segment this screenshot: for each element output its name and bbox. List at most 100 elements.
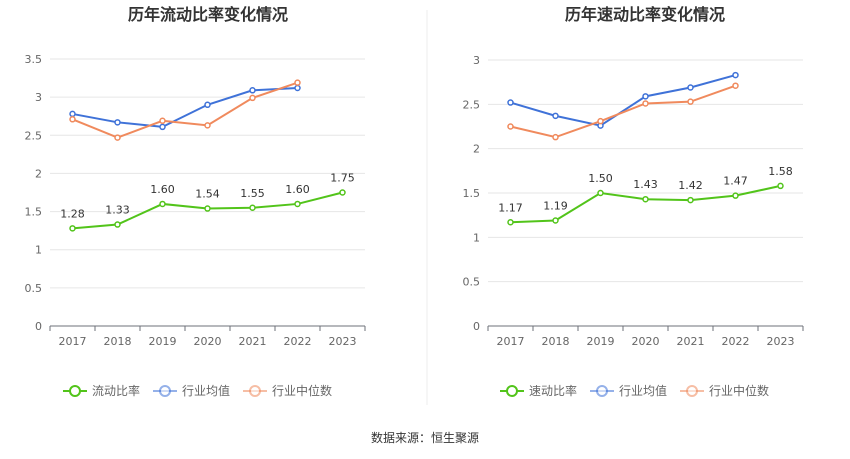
legend-label: 行业均值 — [182, 383, 230, 398]
data-point-main[interactable] — [204, 205, 211, 212]
x-tick-label: 2017 — [59, 335, 87, 348]
data-label: 1.50 — [588, 172, 613, 185]
quick-ratio-chart: 历年速动比率变化情况 0 0.5 1 1.5 2 2.5 3 2017 2018 2019 2020 2… — [463, 5, 804, 398]
legend-label: 速动比率 — [529, 383, 577, 398]
y-tick-label: 0 — [473, 320, 480, 333]
data-point-industry-median[interactable] — [114, 134, 121, 141]
data-point-industry-average[interactable] — [159, 123, 166, 131]
data-point-main[interactable] — [114, 221, 121, 228]
legend-item-main[interactable]: 流动比率 — [63, 383, 140, 398]
y-tick-label: 2.5 — [25, 129, 43, 142]
data-point-industry-median[interactable] — [597, 117, 604, 125]
y-tick-label: 1 — [473, 231, 480, 244]
legend-label: 流动比率 — [92, 383, 140, 398]
x-tick-label: 2021 — [239, 335, 267, 348]
y-tick-label: 0.5 — [25, 282, 43, 295]
y-tick-label: 0 — [35, 320, 42, 333]
x-tick-label: 2020 — [632, 335, 660, 348]
data-point-industry-average[interactable] — [732, 71, 739, 79]
data-point-industry-average[interactable] — [69, 110, 76, 118]
legend-marker-icon — [686, 385, 698, 397]
data-point-industry-average[interactable] — [249, 87, 256, 94]
x-tick-label: 2023 — [767, 335, 795, 348]
y-tick-label: 3 — [35, 91, 42, 104]
data-point-industry-median[interactable] — [69, 116, 76, 123]
data-label: 1.60 — [285, 183, 310, 196]
data-label: 1.47 — [723, 175, 748, 188]
legend-item-industry-median[interactable]: 行业中位数 — [680, 383, 769, 398]
current-ratio-chart: 历年流动比率变化情况 0 0.5 1 1.5 2 2.5 3 3.5 2017 2018 2019 20… — [25, 5, 366, 398]
legend-label: 行业中位数 — [272, 383, 332, 398]
legend-item-industry-median[interactable]: 行业中位数 — [243, 383, 332, 398]
data-point-main[interactable] — [777, 182, 784, 190]
data-point-main[interactable] — [507, 219, 514, 226]
x-tick-label: 2019 — [149, 335, 177, 348]
data-point-main[interactable] — [642, 195, 649, 203]
data-label: 1.54 — [195, 188, 220, 201]
legend-marker-icon — [69, 385, 81, 397]
data-point-industry-average[interactable] — [642, 93, 649, 100]
data-point-main[interactable] — [552, 217, 559, 224]
data-label: 1.42 — [678, 179, 703, 192]
y-tick-label: 2 — [473, 143, 480, 156]
data-label: 1.60 — [150, 183, 175, 196]
data-point-main[interactable] — [294, 200, 301, 208]
data-point-industry-average[interactable] — [507, 99, 514, 106]
data-label: 1.58 — [768, 165, 793, 178]
data-label: 1.75 — [330, 172, 355, 185]
y-tick-label: 0.5 — [463, 276, 481, 289]
data-point-industry-median[interactable] — [249, 94, 256, 102]
y-tick-label: 3.5 — [25, 53, 43, 66]
data-point-industry-median[interactable] — [294, 79, 301, 86]
data-point-industry-average[interactable] — [687, 84, 694, 91]
legend-item-industry-average[interactable]: 行业均值 — [153, 383, 230, 398]
y-tick-label: 1.5 — [25, 206, 43, 219]
data-point-main[interactable] — [597, 189, 604, 197]
data-label: 1.33 — [105, 204, 130, 217]
data-point-industry-median[interactable] — [687, 98, 694, 105]
x-tick-label: 2018 — [542, 335, 570, 348]
data-point-industry-median[interactable] — [159, 117, 166, 125]
data-point-main[interactable] — [339, 189, 346, 196]
data-point-industry-average[interactable] — [114, 119, 121, 126]
x-tick-label: 2021 — [677, 335, 705, 348]
data-point-main[interactable] — [69, 225, 76, 232]
chart-title: 历年速动比率变化情况 — [565, 5, 725, 24]
y-tick-label: 1.5 — [463, 187, 481, 200]
data-point-industry-average[interactable] — [204, 101, 211, 109]
data-point-main[interactable] — [732, 192, 739, 199]
x-tick-label: 2017 — [497, 335, 525, 348]
x-tick-label: 2018 — [104, 335, 132, 348]
data-point-industry-average[interactable] — [294, 84, 301, 92]
data-point-main[interactable] — [249, 204, 256, 212]
x-tick-label: 2020 — [194, 335, 222, 348]
data-label: 1.19 — [543, 199, 568, 212]
data-label: 1.55 — [240, 187, 265, 200]
data-point-main[interactable] — [687, 196, 694, 204]
y-tick-label: 3 — [473, 54, 480, 67]
legend-marker-icon — [249, 385, 261, 397]
legend-marker-icon — [159, 385, 171, 397]
source-note: 数据来源：恒生聚源 — [371, 430, 479, 445]
data-point-industry-median[interactable] — [642, 100, 649, 107]
legend-item-industry-average[interactable]: 行业均值 — [590, 383, 667, 398]
y-tick-label: 1 — [35, 244, 42, 257]
y-tick-label: 2 — [35, 167, 42, 180]
x-tick-label: 2022 — [722, 335, 750, 348]
data-point-industry-median[interactable] — [732, 82, 739, 89]
legend-item-main[interactable]: 速动比率 — [500, 383, 577, 398]
data-point-main[interactable] — [159, 200, 166, 208]
series-line-industry-median — [72, 81, 298, 139]
data-point-industry-median[interactable] — [507, 123, 514, 130]
series-line-industry-average — [72, 86, 298, 128]
legend-marker-icon — [596, 385, 608, 397]
legend-label: 行业中位数 — [709, 383, 769, 398]
data-point-industry-average[interactable] — [552, 112, 559, 120]
series-line-industry-average — [510, 74, 736, 127]
data-label: 1.17 — [498, 201, 523, 214]
data-point-industry-median[interactable] — [204, 122, 211, 129]
y-tick-label: 2.5 — [463, 98, 481, 111]
data-point-industry-median[interactable] — [552, 133, 559, 141]
data-label: 1.43 — [633, 178, 658, 191]
